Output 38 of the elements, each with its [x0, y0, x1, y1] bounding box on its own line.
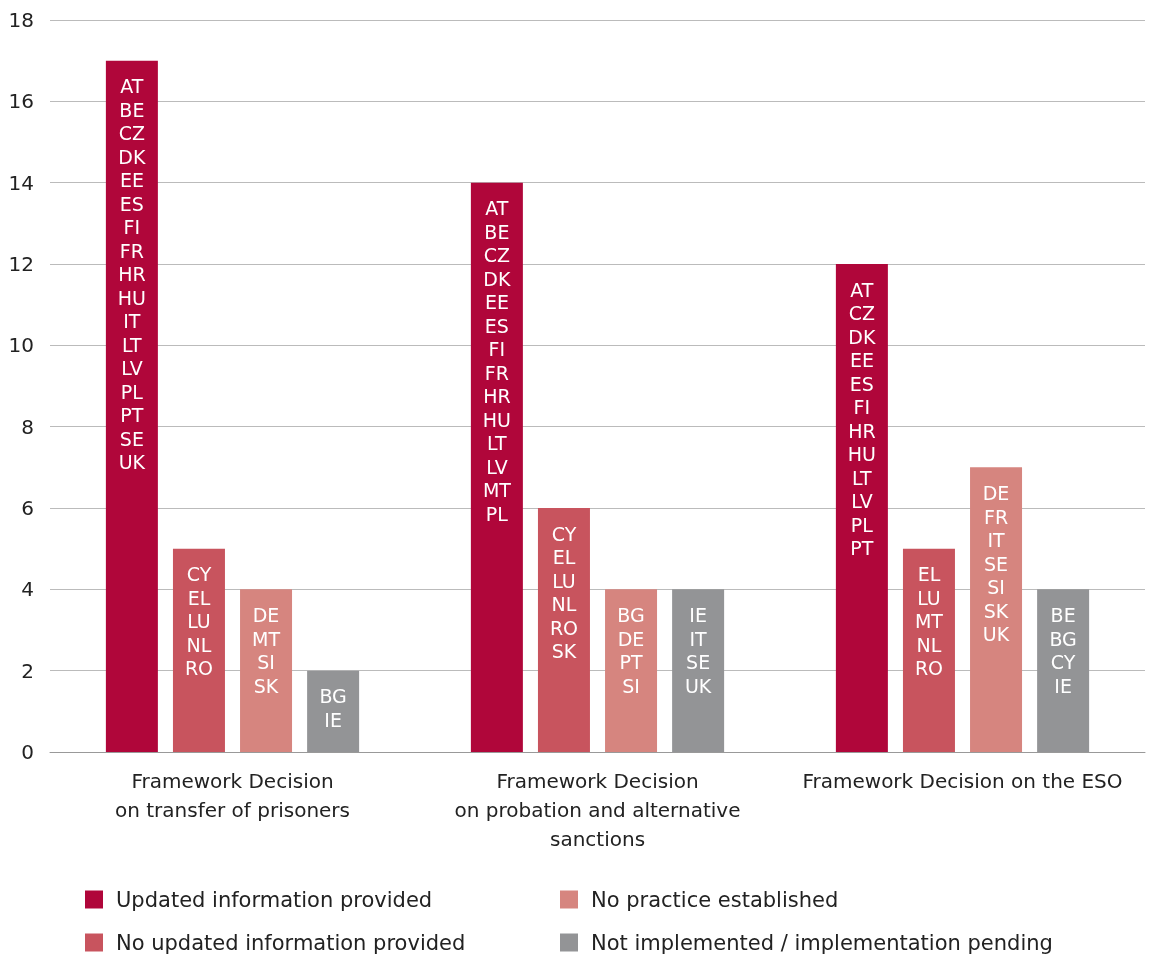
legend-label: Updated information provided	[116, 887, 433, 912]
data-label: BG IE	[319, 685, 347, 731]
x-tick-label: Framework Decision on probation and alternative sanctions	[454, 768, 741, 851]
text: AT BE CZ DK EE ES FI FR HR HU LT LV MT PL	[482, 197, 511, 525]
bar	[105, 60, 158, 752]
bar	[902, 548, 955, 752]
y-tick-label: 14	[8, 170, 34, 195]
legend-label: No updated information provided	[116, 930, 466, 955]
bar	[172, 548, 225, 752]
data-label: IE IT SE UK	[684, 604, 712, 697]
text: AT CZ DK EE ES FI HR HU LT LV PL PT	[847, 278, 876, 560]
y-tick-label: 16	[8, 89, 34, 114]
legend-label: No practice established	[591, 887, 839, 912]
bar	[835, 264, 888, 752]
data-label: EL LU MT NL RO	[914, 563, 944, 680]
bar	[240, 589, 293, 752]
y-tick-label: 0	[21, 740, 34, 764]
y-tick-label: 6	[21, 496, 34, 520]
legend-label: Not implemented / implementation pending	[591, 930, 1053, 955]
data-label: BG DE PT SI	[617, 604, 645, 697]
text: AT BE CZ DK EE ES FI FR HR HU IT LT LV PL PT SE UK	[117, 75, 146, 474]
y-tick-label: 18	[8, 8, 34, 32]
x-tick-label: Framework Decision on the ESO	[802, 768, 1123, 793]
y-tick-label: 2	[21, 658, 34, 683]
data-label: CY EL LU NL RO SK	[549, 522, 579, 663]
y-tick-label: 12	[8, 252, 34, 276]
data-label: BE BG CY IE	[1049, 604, 1077, 697]
data-label: DE FR IT SE SI SK UK	[982, 482, 1010, 646]
bar	[605, 589, 658, 752]
bar	[470, 182, 523, 752]
data-label: DE MT SI SK	[252, 604, 281, 697]
y-tick-label: 10	[8, 333, 34, 358]
x-tick-label: Framework Decision on transfer of prisoners	[115, 768, 350, 822]
data-label: CY EL LU NL RO	[184, 563, 214, 680]
y-tick-label: 4	[21, 577, 34, 602]
bar	[537, 508, 590, 752]
y-tick-label: 8	[21, 414, 34, 439]
bar	[970, 467, 1023, 752]
